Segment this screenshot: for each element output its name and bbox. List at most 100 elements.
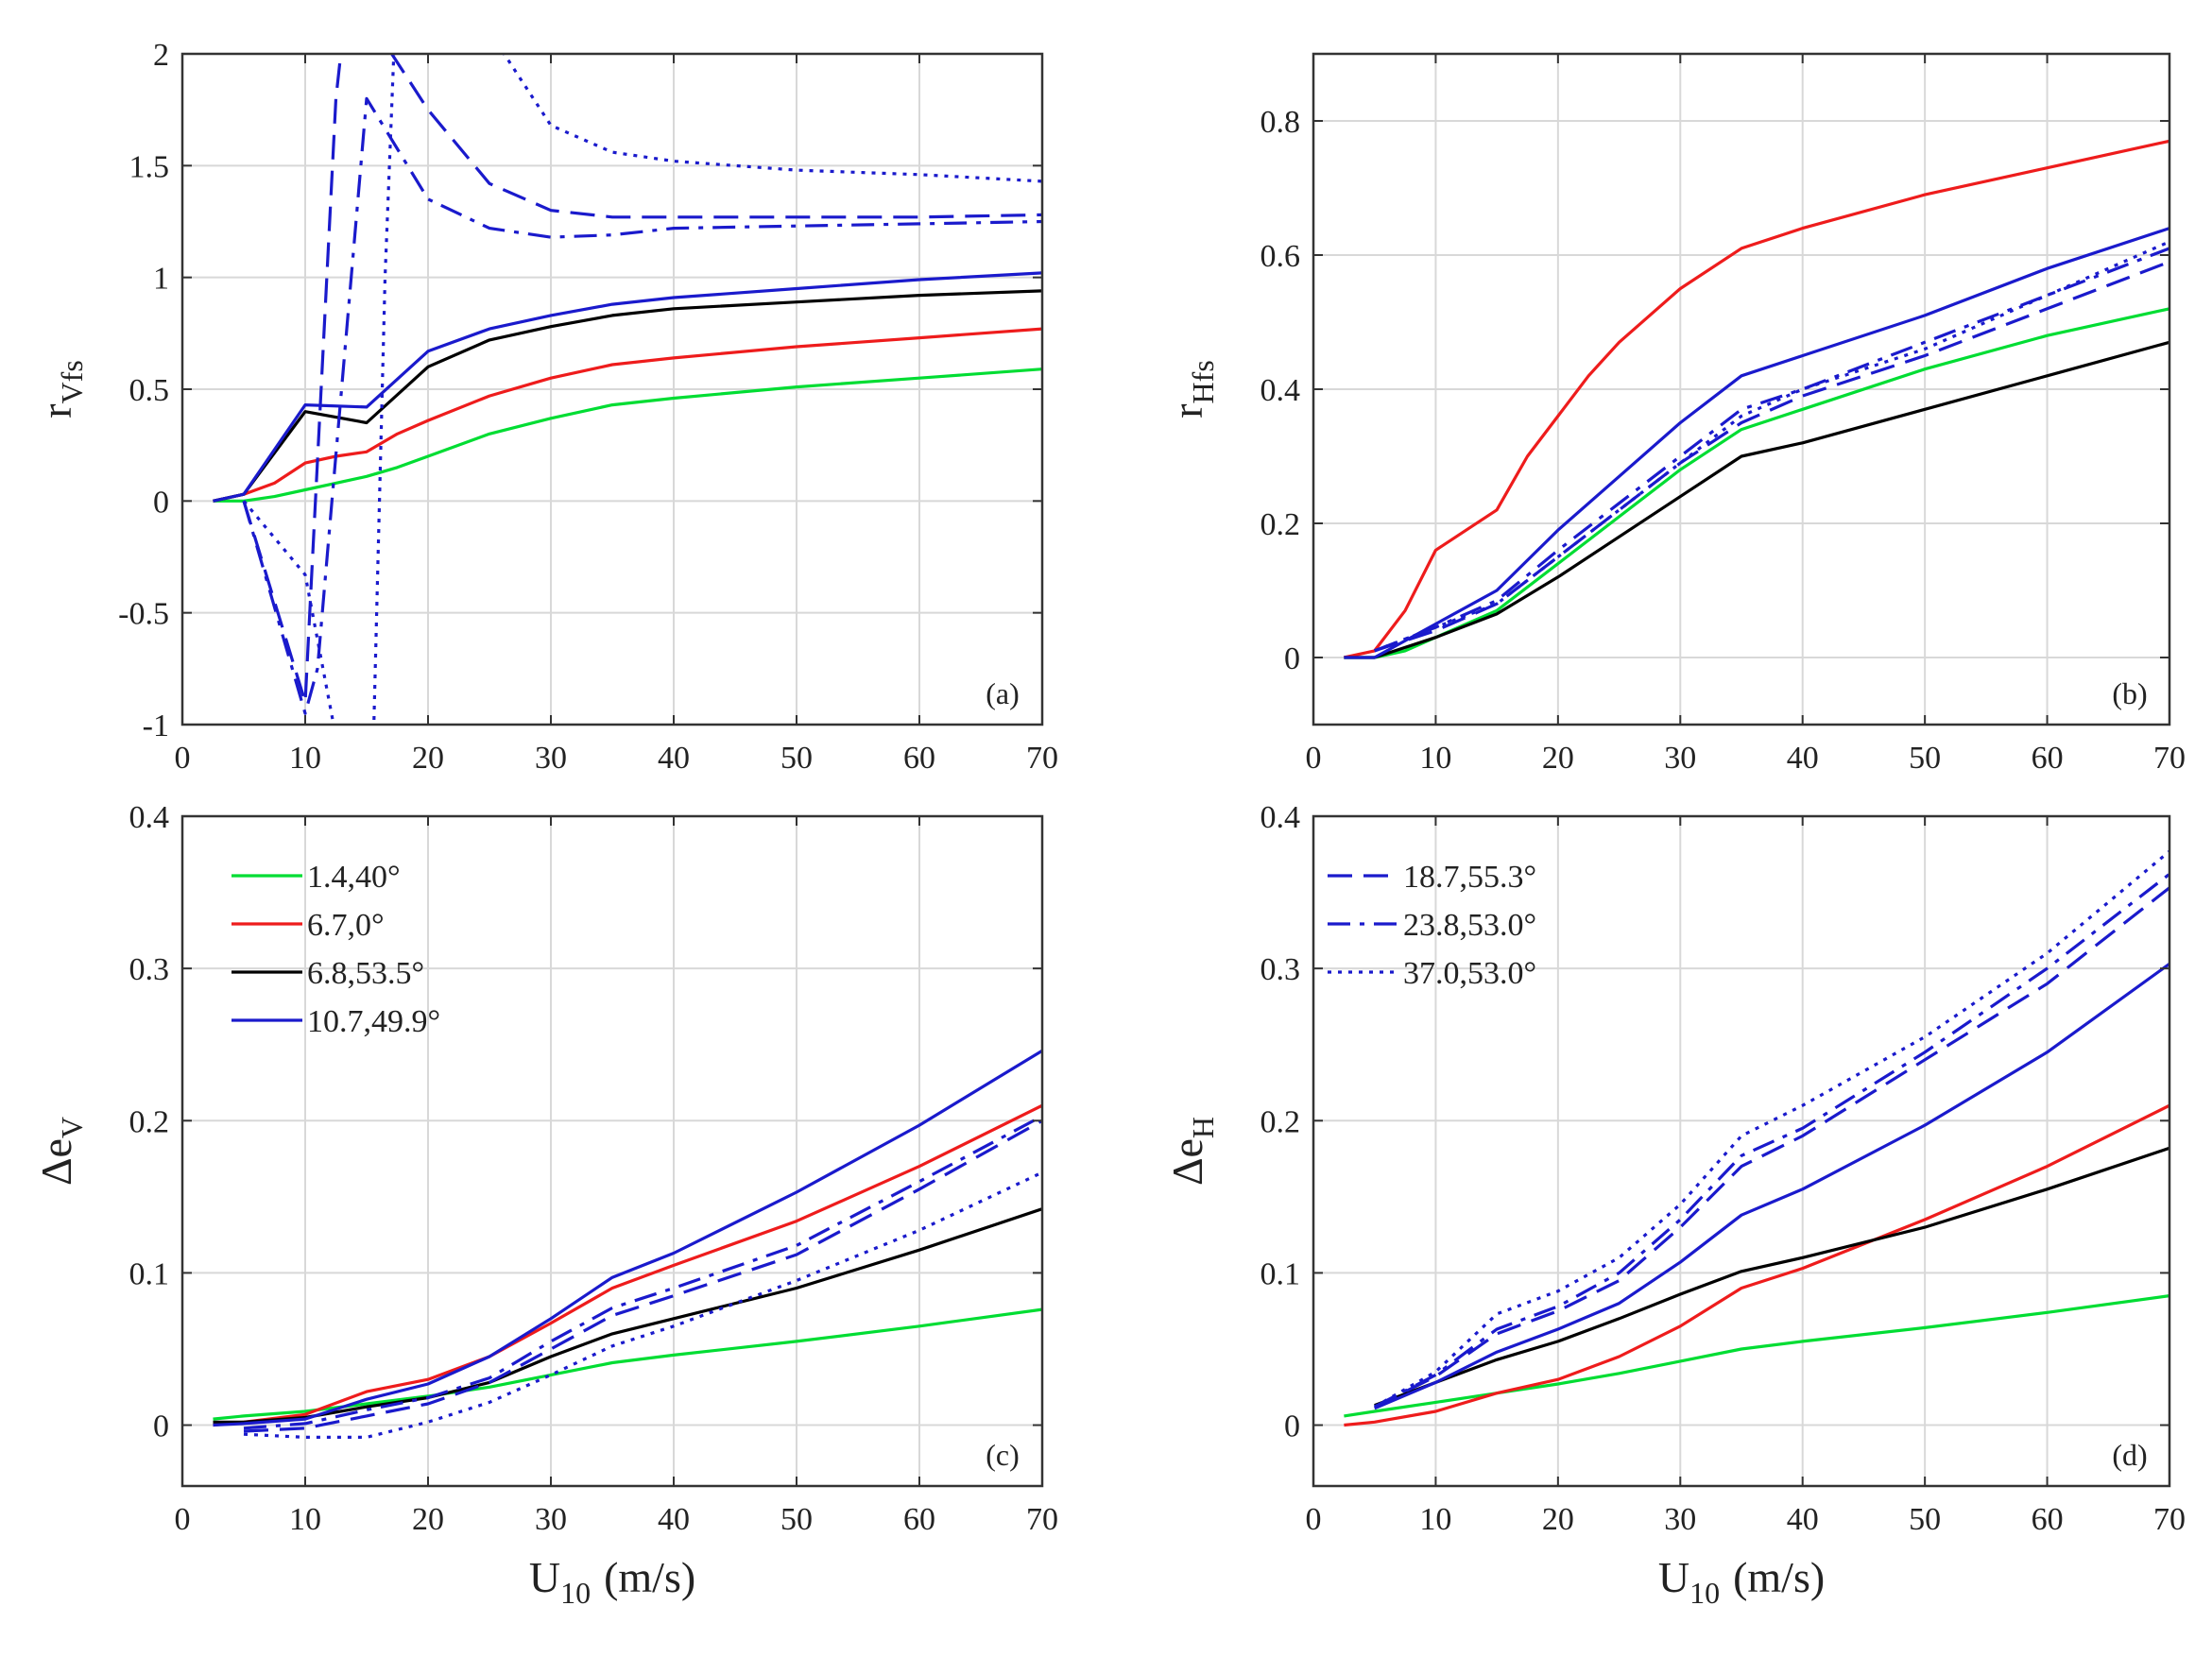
x-tick-label: 70 bbox=[2153, 1502, 2186, 1537]
panel-label: (b) bbox=[2112, 676, 2147, 710]
series-line-5 bbox=[242, 96, 1042, 715]
legend-entry: 1.4,40° bbox=[307, 860, 401, 895]
x-tick-label: 50 bbox=[1909, 741, 1941, 776]
y-axis-label: rHfs bbox=[1163, 360, 1220, 419]
x-tick-label: 0 bbox=[175, 1502, 191, 1537]
x-tick-label: 40 bbox=[1787, 741, 1819, 776]
series-line-1 bbox=[1344, 139, 2169, 659]
x-tick-label: 50 bbox=[1909, 1502, 1941, 1537]
x-tick-label: 30 bbox=[535, 1502, 567, 1537]
x-tick-label: 0 bbox=[1306, 1502, 1322, 1537]
series-line-3 bbox=[213, 271, 1042, 503]
x-tick-label: 20 bbox=[1542, 741, 1574, 776]
plot-frame bbox=[1312, 814, 2171, 1488]
series-line-4 bbox=[243, 1119, 1042, 1433]
y-tick-label: -0.5 bbox=[118, 597, 169, 632]
series-line-6 bbox=[242, 54, 1042, 725]
legend: 1.4,40° 6.7,0° 6.8,53.5° 10.7,49.9° bbox=[231, 860, 440, 1039]
x-tick-label: 40 bbox=[658, 741, 690, 776]
y-tick-label: 0.1 bbox=[129, 1256, 170, 1291]
y-tick-label: 0 bbox=[1284, 1409, 1300, 1444]
y-tick-label: 0.3 bbox=[129, 952, 170, 987]
series-line-6 bbox=[1374, 240, 2169, 653]
y-tick-label: 0.2 bbox=[1260, 507, 1301, 542]
x-tick-label: 30 bbox=[535, 741, 567, 776]
y-tick-label: 1.5 bbox=[129, 149, 170, 184]
x-tick-label: 40 bbox=[658, 1502, 690, 1537]
legend-entry: 6.8,53.5° bbox=[307, 956, 424, 991]
x-tick-label: 70 bbox=[2153, 741, 2186, 776]
legend-entry: 6.7,0° bbox=[307, 908, 385, 943]
series-line-0 bbox=[213, 1307, 1042, 1421]
series-line-2 bbox=[1344, 340, 2169, 659]
x-tick-label: 0 bbox=[1306, 741, 1322, 776]
y-tick-label: 0.4 bbox=[1260, 373, 1301, 408]
y-tick-label: 0.3 bbox=[1260, 952, 1301, 987]
y-tick-label: 0 bbox=[153, 1409, 169, 1444]
y-tick-label: 2 bbox=[153, 38, 169, 73]
series-line-6 bbox=[1373, 849, 2169, 1409]
series-line-5 bbox=[1374, 247, 2169, 653]
series-line-4 bbox=[1374, 260, 2169, 653]
panel-b: 0 10 20 30 40 50 60 70 0 0.2 0.4 0.6 0.8 (b) rHfs bbox=[1163, 52, 2186, 776]
x-tick-label: 60 bbox=[903, 741, 935, 776]
legend-entry: 23.8,53.0° bbox=[1403, 908, 1536, 943]
y-tick-label: 0.8 bbox=[1260, 105, 1301, 140]
x-tick-label: 40 bbox=[1787, 1502, 1819, 1537]
series-line-5 bbox=[1373, 872, 2169, 1409]
series-line-6 bbox=[243, 1170, 1042, 1440]
series-line-4 bbox=[1373, 886, 2169, 1409]
y-tick-label: 0 bbox=[1284, 641, 1300, 676]
x-tick-label: 20 bbox=[412, 741, 444, 776]
legend-entry: 10.7,49.9° bbox=[307, 1004, 440, 1039]
panel-a: 0 10 20 30 40 50 60 70 -1 -0.5 0 0.5 1 1.5 2 (a) rVfs bbox=[32, 38, 1058, 776]
y-tick-label: 0.1 bbox=[1260, 1256, 1301, 1291]
legend: 18.7,55.3° 23.8,53.0° 37.0,53.0° bbox=[1328, 860, 1536, 991]
series-line-1 bbox=[1344, 1103, 2169, 1427]
series-line-3 bbox=[1374, 963, 2169, 1410]
x-tick-label: 10 bbox=[289, 741, 321, 776]
x-tick-label: 70 bbox=[1026, 741, 1058, 776]
legend-entry: 18.7,55.3° bbox=[1403, 860, 1536, 895]
series-line-0 bbox=[213, 367, 1042, 503]
series-line-1 bbox=[213, 1103, 1042, 1427]
y-tick-label: -1 bbox=[143, 709, 169, 743]
y-tick-label: 0 bbox=[153, 485, 169, 520]
panel-label: (d) bbox=[2112, 1438, 2147, 1472]
y-tick-label: 0.4 bbox=[1260, 800, 1301, 835]
x-tick-label: 10 bbox=[1419, 741, 1451, 776]
y-tick-label: 1 bbox=[153, 262, 169, 297]
x-tick-label: 60 bbox=[903, 1502, 935, 1537]
x-axis-label: U10 (m/s) bbox=[529, 1553, 695, 1610]
x-tick-label: 60 bbox=[2032, 1502, 2064, 1537]
x-tick-label: 10 bbox=[1419, 1502, 1451, 1537]
series-line-0 bbox=[1344, 307, 2169, 659]
y-tick-label: 0.4 bbox=[129, 800, 170, 835]
x-axis-label: U10 (m/s) bbox=[1658, 1553, 1825, 1610]
x-tick-label: 20 bbox=[412, 1502, 444, 1537]
y-tick-label: 0.2 bbox=[1260, 1104, 1301, 1139]
panel-c: 0 10 20 30 40 50 60 70 0 0.1 0.2 0.3 0.4 (c) ΔeV U10 (m/… bbox=[32, 800, 1058, 1610]
x-tick-label: 50 bbox=[780, 741, 813, 776]
y-tick-label: 0.2 bbox=[129, 1104, 170, 1139]
x-tick-label: 30 bbox=[1664, 1502, 1696, 1537]
series-line-3 bbox=[1344, 227, 2169, 659]
series-line-1 bbox=[213, 327, 1042, 503]
x-tick-label: 50 bbox=[780, 1502, 813, 1537]
y-axis-label: ΔeH bbox=[1163, 1117, 1220, 1186]
x-tick-label: 0 bbox=[175, 741, 191, 776]
series-line-5 bbox=[243, 1114, 1042, 1430]
series-line-2 bbox=[1374, 1146, 2169, 1408]
y-axis-label: rVfs bbox=[32, 360, 89, 419]
series-line-0 bbox=[1344, 1294, 2169, 1418]
series-line-2 bbox=[213, 1207, 1042, 1424]
x-tick-label: 60 bbox=[2032, 741, 2064, 776]
x-tick-label: 70 bbox=[1026, 1502, 1058, 1537]
y-tick-label: 0.5 bbox=[129, 373, 170, 408]
series-line-3 bbox=[213, 1049, 1042, 1427]
series-line-2 bbox=[213, 289, 1042, 503]
plot-frame bbox=[180, 814, 1044, 1488]
legend-entry: 37.0,53.0° bbox=[1403, 956, 1536, 991]
y-axis-label: ΔeV bbox=[32, 1117, 89, 1186]
